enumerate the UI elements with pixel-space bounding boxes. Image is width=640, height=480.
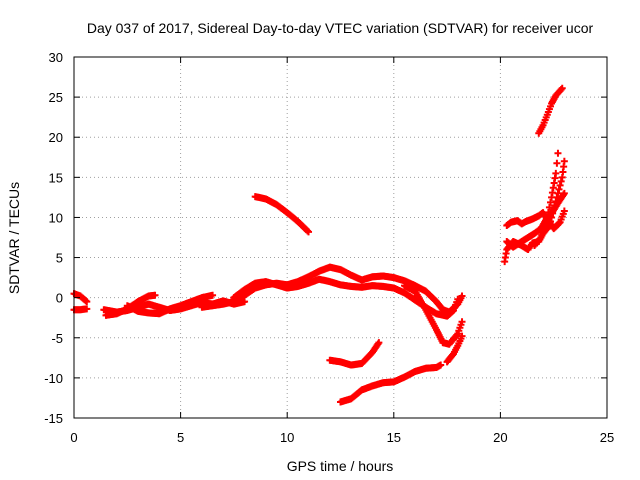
series-track-p: [531, 189, 568, 250]
point-track-m-57: [556, 181, 564, 189]
point-track-h-50: [305, 228, 313, 236]
x-tick-label-1: 5: [177, 430, 184, 445]
y-tick-label-0: -15: [44, 411, 63, 426]
x-tick-label-5: 25: [600, 430, 614, 445]
y-tick-label-8: 25: [49, 90, 63, 105]
y-tick-label-3: 0: [56, 291, 63, 306]
y-tick-label-6: 15: [49, 170, 63, 185]
point-track-b-12: [83, 305, 91, 313]
point-track-m-58: [557, 177, 565, 185]
plot-frame: [73, 56, 608, 419]
y-axis-label: SDTVAR / TECUs: [6, 182, 22, 294]
x-tick-label-3: 15: [387, 430, 401, 445]
point-track-i-47: [375, 339, 383, 347]
point-track-q-23: [558, 84, 566, 92]
y-tick-label-5: 10: [49, 210, 63, 225]
grid-layer: [74, 57, 607, 418]
series-track-e: [123, 291, 217, 318]
series-track-n: [503, 149, 562, 251]
point-track-f-246: [458, 292, 466, 300]
point-track-e-80: [209, 291, 217, 299]
series-track-j: [337, 361, 445, 406]
y-tick-label-2: -5: [51, 331, 63, 346]
point-track-l-15: [458, 332, 466, 340]
x-tick-label-2: 10: [280, 430, 294, 445]
point-track-d-46: [151, 291, 159, 299]
point-track-p-31: [560, 189, 568, 197]
x-tick-label-4: 20: [493, 430, 507, 445]
series-track-d: [102, 291, 159, 319]
point-track-k-51: [453, 331, 461, 339]
point-track-n-51: [552, 169, 560, 177]
series-track-i: [326, 339, 383, 369]
series-track-q: [535, 84, 566, 137]
point-track-n-53: [554, 149, 562, 157]
point-track-j-94: [437, 361, 445, 369]
point-track-o-59: [560, 207, 568, 215]
point-track-k-56: [458, 318, 466, 326]
series-track-k: [400, 282, 466, 348]
point-track-g-211: [454, 295, 462, 303]
y-tick-label-4: 5: [56, 251, 63, 266]
point-track-m-56: [555, 185, 563, 193]
y-tick-label-9: 30: [49, 50, 63, 65]
y-tick-label-7: 20: [49, 130, 63, 145]
point-track-m-62: [560, 157, 568, 165]
point-track-c-133: [241, 298, 249, 306]
point-track-q-22: [557, 85, 565, 93]
point-track-n-45: [547, 198, 555, 206]
chart-title: Day 037 of 2017, Sidereal Day-to-day VTE…: [87, 20, 594, 36]
x-axis-label: GPS time / hours: [287, 458, 394, 474]
point-track-h-49: [303, 227, 311, 235]
series-track-a: [70, 290, 91, 306]
point-track-n-52: [553, 159, 561, 167]
series-track-l: [443, 332, 466, 366]
x-tick-label-0: 0: [70, 430, 77, 445]
series-track-b: [70, 305, 91, 314]
y-tick-label-1: -10: [44, 371, 63, 386]
point-track-a-12: [83, 298, 91, 306]
series-track-o: [503, 207, 568, 233]
axis-layer: 0 5 10 15 20 25 -15 -10 -5 0 5 10 15 20 25 30: [44, 50, 614, 445]
series-layer: [70, 84, 568, 406]
series-track-h: [251, 193, 313, 236]
